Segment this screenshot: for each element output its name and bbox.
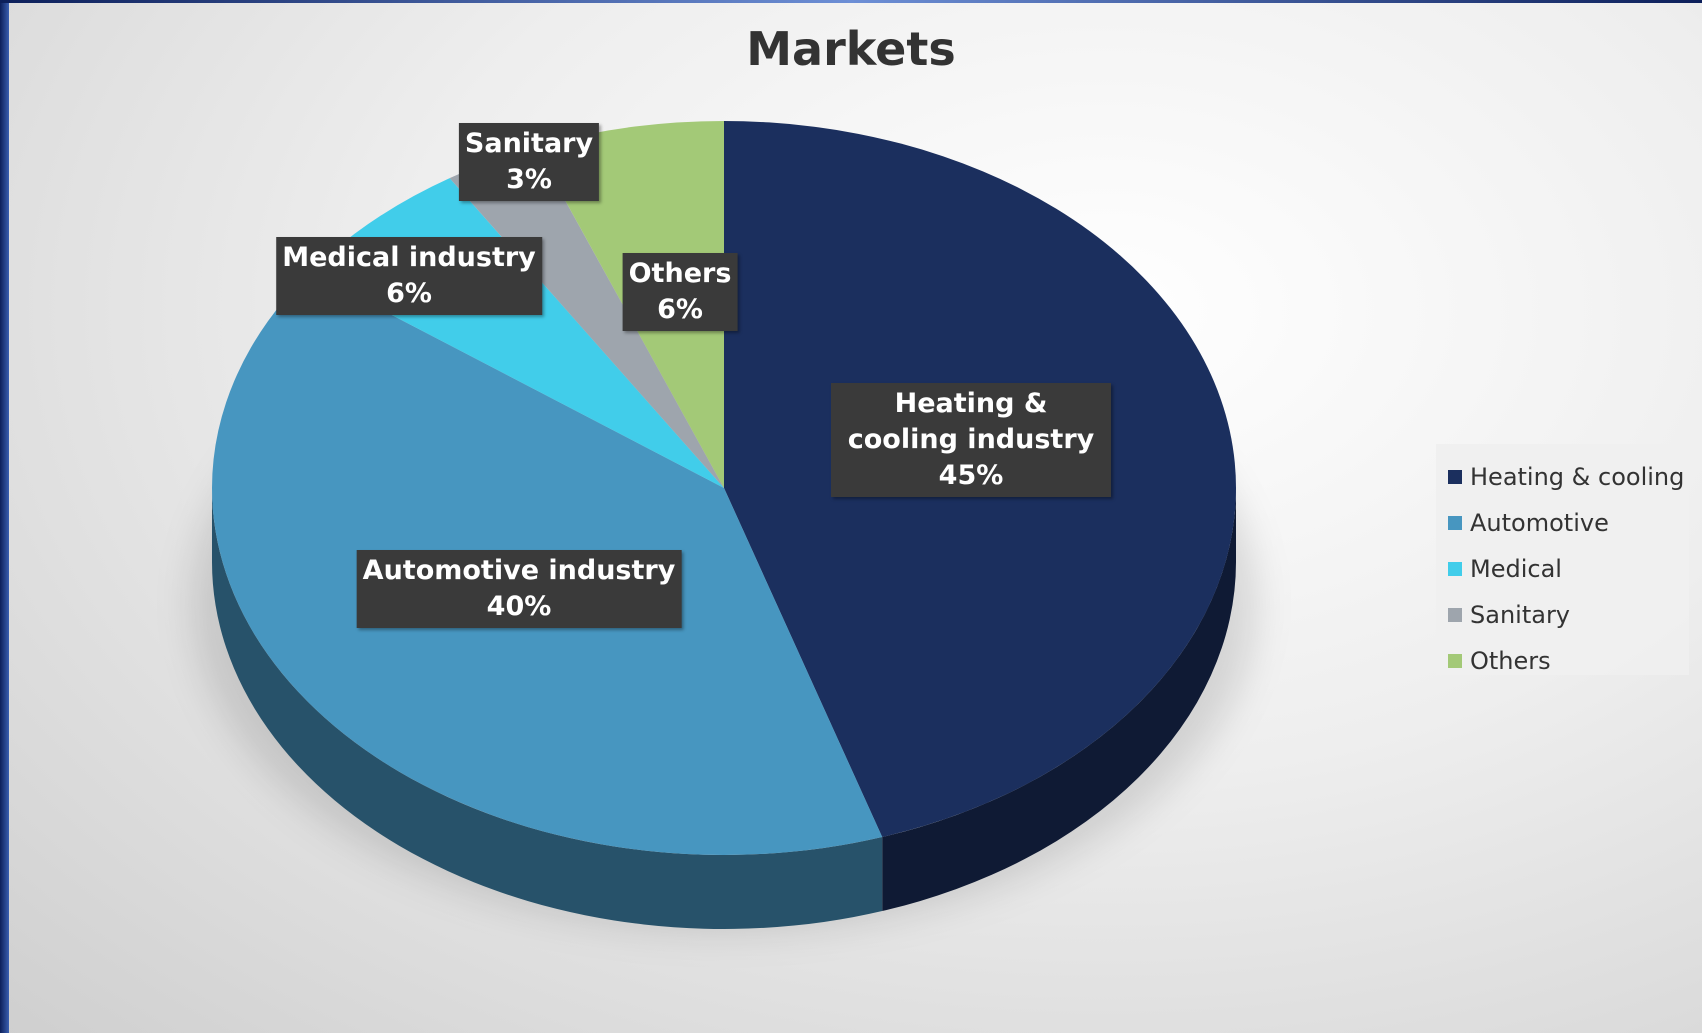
legend-item: Automotive (1448, 508, 1609, 538)
legend-swatch (1448, 470, 1462, 484)
legend-item: Heating & cooling (1448, 462, 1684, 492)
data-label: Medical industry 6% (276, 237, 542, 315)
data-label-value: 45% (938, 460, 1004, 491)
legend-swatch (1448, 608, 1462, 622)
legend-swatch (1448, 562, 1462, 576)
data-label-value: 40% (486, 591, 552, 622)
slice-side (882, 488, 1236, 912)
data-label-value: 6% (657, 294, 703, 325)
legend-swatch (1448, 654, 1462, 668)
data-label-value: 3% (506, 164, 552, 195)
data-label: Automotive industry 40% (356, 550, 682, 628)
legend-item: Others (1448, 646, 1551, 676)
legend-label: Sanitary (1470, 601, 1571, 629)
legend-label: Medical (1470, 555, 1562, 583)
legend-item: Sanitary (1448, 600, 1570, 630)
data-label: Sanitary 3% (458, 123, 600, 201)
frame-edge (0, 0, 9, 1033)
legend-item: Medical (1448, 554, 1562, 584)
data-label-value: 6% (386, 278, 432, 309)
data-label-category: Others (628, 258, 732, 289)
slice-side (212, 488, 883, 929)
legend-label: Others (1470, 647, 1551, 675)
data-label: Heating & cooling industry 45% (831, 383, 1111, 497)
data-label: Others 6% (622, 253, 738, 331)
data-label-category: Sanitary (464, 128, 594, 159)
legend: Heating & cooling Automotive Medical Sanita… (1436, 444, 1689, 675)
data-label-category: Heating & cooling industry (847, 388, 1095, 455)
chart-title: Markets (746, 22, 956, 76)
legend-label: Heating & cooling (1470, 463, 1685, 491)
legend-label: Automotive (1470, 509, 1609, 537)
legend-swatch (1448, 516, 1462, 530)
pie-slice (449, 146, 724, 488)
frame-edge (0, 0, 1702, 3)
data-label-category: Automotive industry (362, 555, 676, 586)
data-label-category: Medical industry (282, 242, 536, 273)
